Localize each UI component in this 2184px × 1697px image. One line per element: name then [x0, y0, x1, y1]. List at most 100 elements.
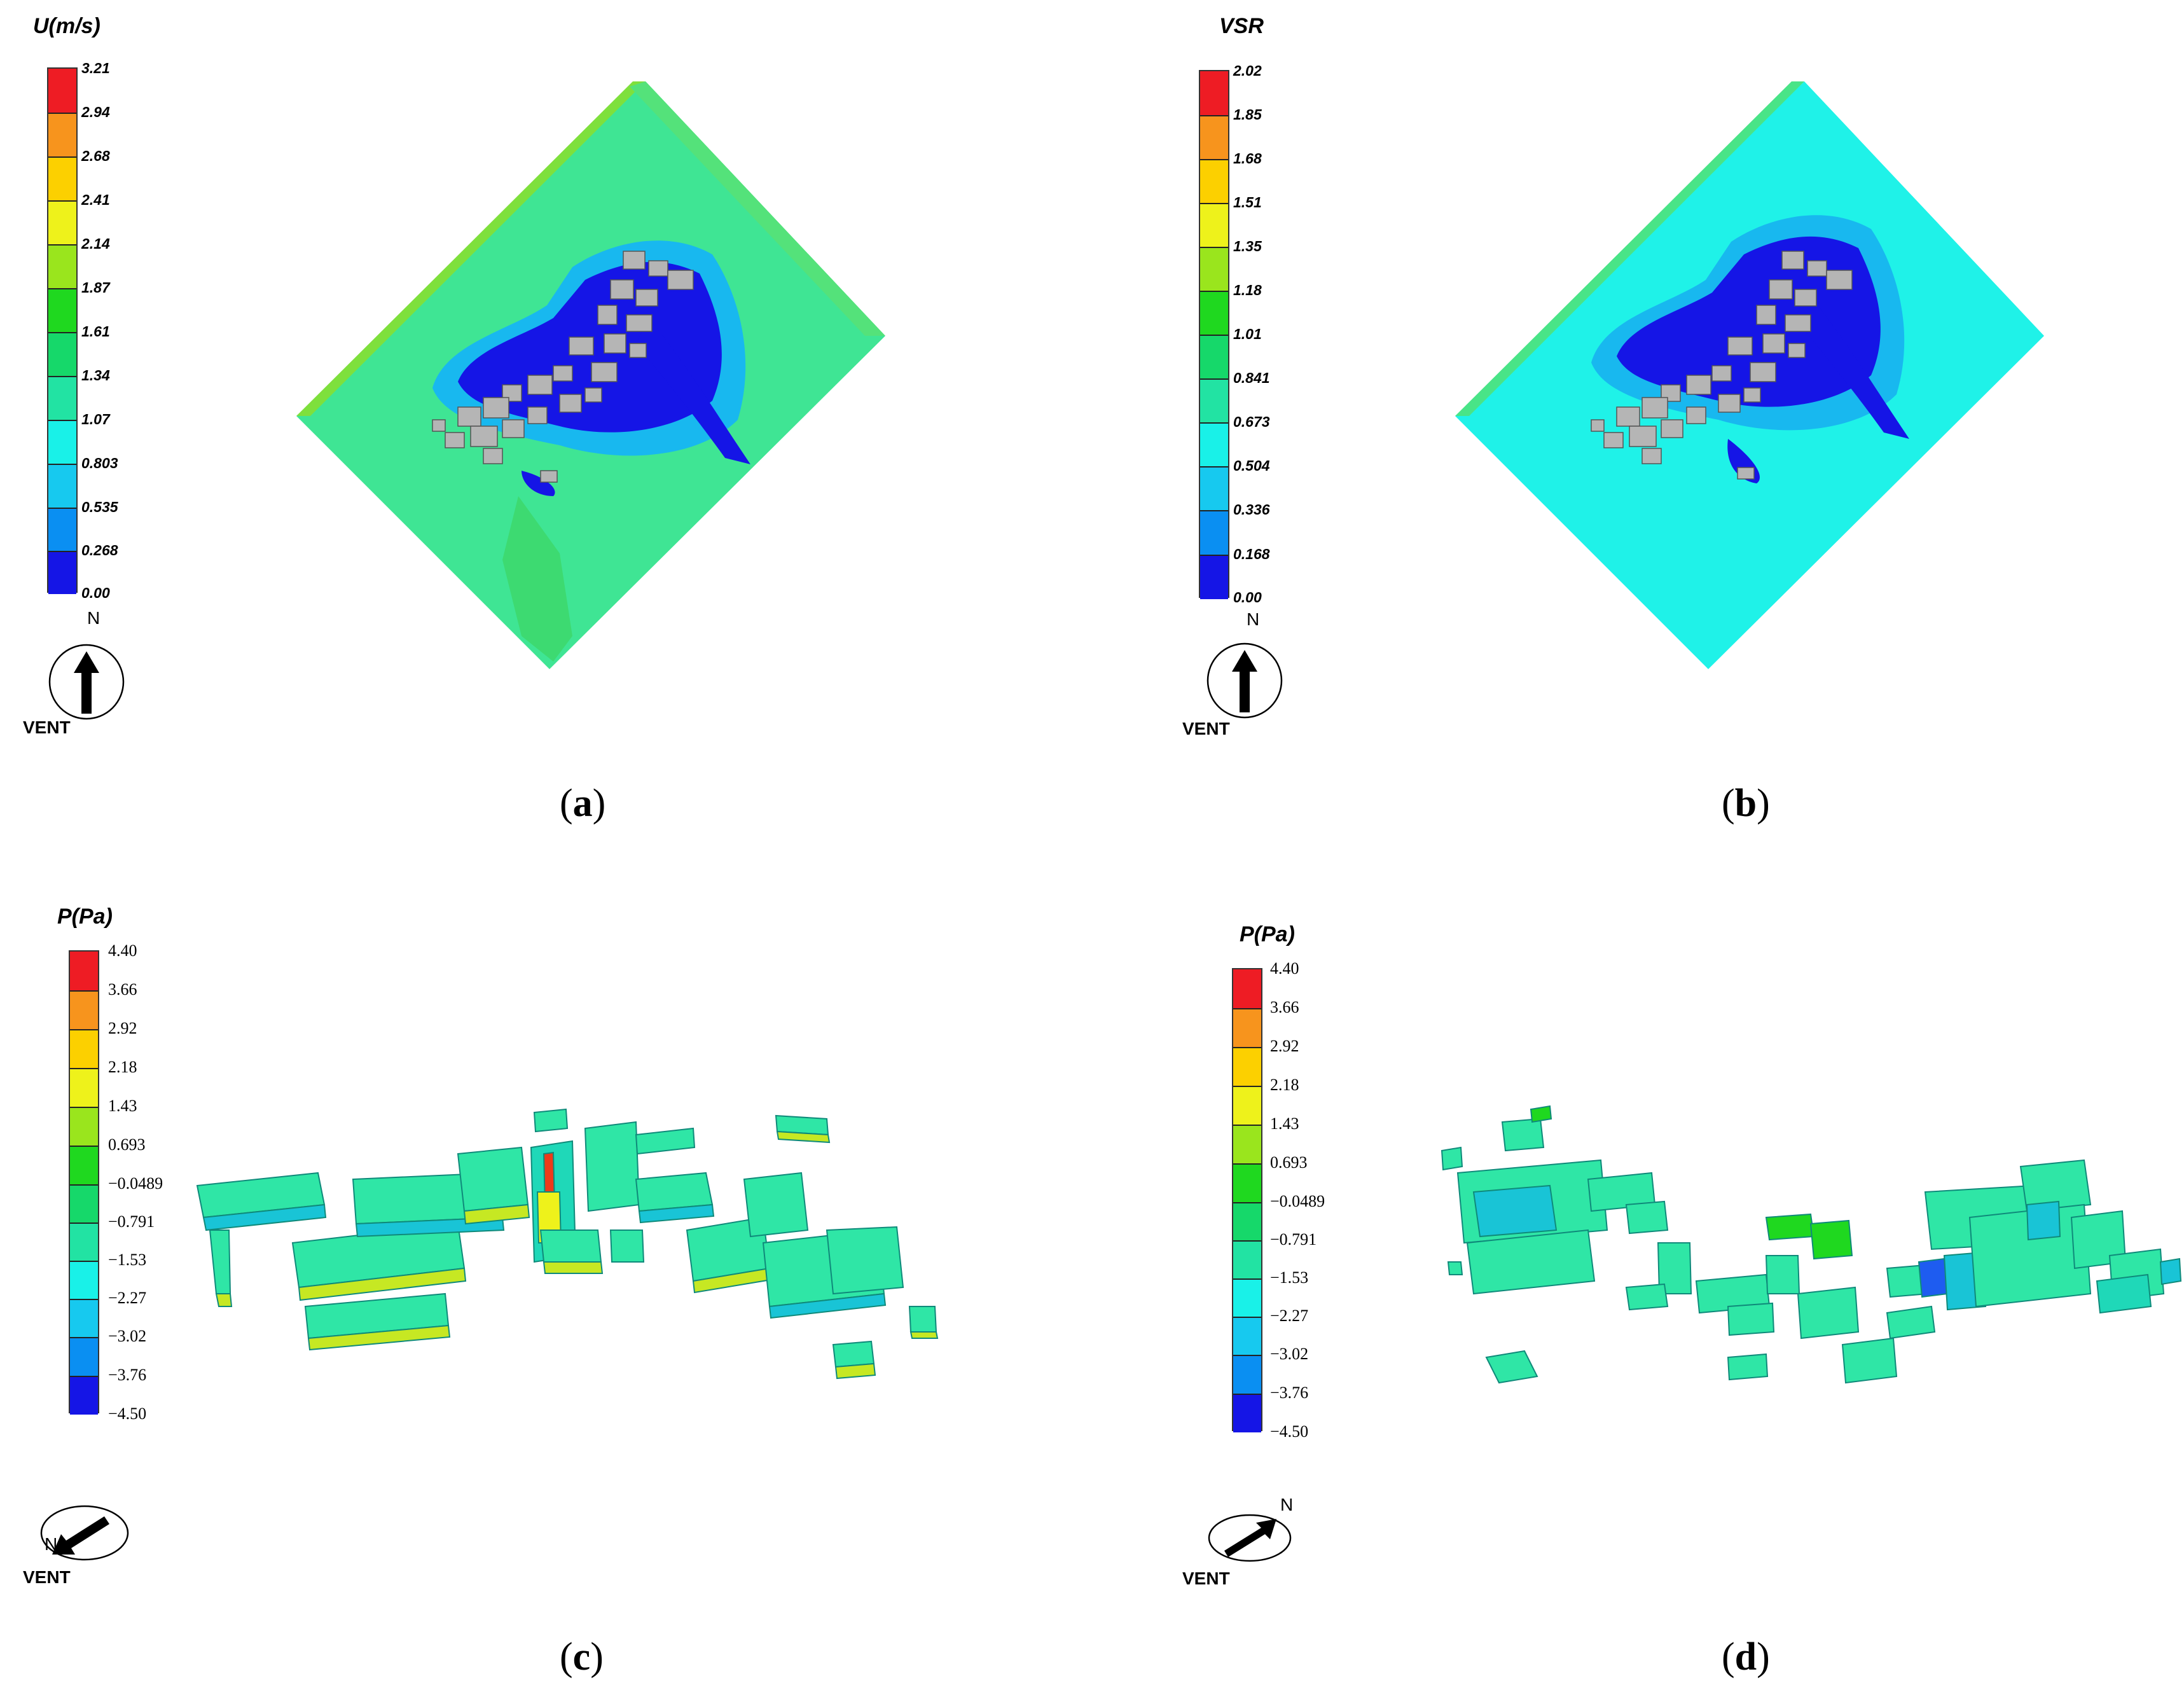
colorbar-segment: [1200, 247, 1228, 291]
colorbar-segment: [1200, 159, 1228, 203]
vent-label: VENT: [23, 1567, 71, 1587]
colorbar-tick: −3.02: [108, 1327, 147, 1345]
caption-letter: b: [1734, 782, 1757, 825]
colorbar-tick: 1.68: [1233, 150, 1262, 167]
legend-title: P(Pa): [1240, 922, 1295, 946]
colorbar-segment: [1200, 510, 1228, 555]
colorbar-segment: [1233, 969, 1261, 1008]
colorbar-segment: [1233, 1047, 1261, 1086]
colorbar-segment: [1233, 1202, 1261, 1240]
colorbar-segment: [1233, 1125, 1261, 1163]
colorbar-segment: [48, 244, 76, 288]
colorbar-segment: [1200, 378, 1228, 422]
colorbar-segment: [70, 952, 98, 990]
colorbar-tick: 0.693: [1270, 1153, 1308, 1172]
colorbar-tick: 1.43: [108, 1097, 137, 1115]
colorbar-segment: [48, 156, 76, 200]
colorbar-tick: −4.50: [108, 1404, 147, 1423]
colorbar-tick: −1.53: [1270, 1268, 1309, 1287]
colorbar-segment: [1200, 291, 1228, 335]
colorbar: [69, 950, 99, 1415]
colorbar-segment: [70, 1146, 98, 1184]
colorbar: [1232, 968, 1262, 1432]
colorbar-tick: 0.673: [1233, 413, 1270, 430]
compass-north-label: N: [1280, 1495, 1294, 1514]
colorbar-tick: 1.01: [1233, 326, 1262, 342]
colorbar-tick: 0.693: [108, 1135, 146, 1154]
colorbar-tick: 0.504: [1233, 457, 1270, 474]
colorbar-tick: 0.168: [1233, 546, 1270, 562]
colorbar-tick: −0.0489: [1270, 1192, 1325, 1210]
colorbar-segment: [70, 1337, 98, 1376]
colorbar-segment: [1200, 71, 1228, 115]
colorbar-segment: [1200, 555, 1228, 599]
colorbar-tick: 2.94: [81, 104, 110, 120]
panel-b: VSR 2.02 1.85 1.68 1.51 1.35 1.18 1.01 0…: [1092, 0, 2184, 848]
colorbar-segment: [48, 113, 76, 156]
colorbar-segment: [1233, 1317, 1261, 1355]
colorbar-segment: [48, 332, 76, 376]
colorbar-tick: 2.92: [1270, 1037, 1299, 1055]
colorbar-tick: −1.53: [108, 1250, 147, 1269]
colorbar-segment: [1200, 115, 1228, 159]
colorbar-segment: [48, 200, 76, 244]
colorbar-tick: 0.535: [81, 499, 118, 515]
colorbar-tick: 2.14: [81, 235, 110, 252]
caption-letter: d: [1734, 1635, 1757, 1679]
colorbar-tick: −3.02: [1270, 1345, 1309, 1363]
colorbar-segment: [70, 1223, 98, 1261]
colorbar-tick: −4.50: [1270, 1422, 1309, 1441]
colorbar-tick: 2.92: [108, 1019, 137, 1037]
pressure-buildings-3d-view: [196, 1108, 939, 1380]
colorbar-tick: 1.35: [1233, 238, 1262, 254]
colorbar-tick: 0.00: [81, 585, 110, 601]
caption-d: (d): [1722, 1635, 1770, 1679]
colorbar-segment: [70, 1299, 98, 1337]
colorbar-tick: 1.51: [1233, 194, 1262, 211]
colorbar-tick: 1.85: [1233, 106, 1262, 123]
colorbar-segment: [48, 69, 76, 113]
colorbar-segment: [1233, 1008, 1261, 1047]
colorbar: [1199, 70, 1229, 599]
colorbar-segment: [1233, 1240, 1261, 1278]
colorbar-tick: 1.07: [81, 411, 110, 427]
colorbar-segment: [1200, 203, 1228, 247]
colorbar-segment: [70, 1068, 98, 1107]
colorbar-tick: −3.76: [108, 1366, 147, 1384]
colorbar-tick: 0.841: [1233, 370, 1270, 386]
vent-label: VENT: [23, 717, 71, 737]
colorbar-tick: 1.61: [81, 323, 110, 340]
colorbar-segment: [48, 508, 76, 551]
legend-title: P(Pa): [57, 904, 113, 929]
colorbar-segment: [70, 1107, 98, 1146]
colorbar-segment: [70, 1184, 98, 1223]
colorbar-segment: [70, 1376, 98, 1415]
colorbar-tick: 4.40: [1270, 959, 1299, 978]
colorbar-tick: −0.0489: [108, 1174, 163, 1193]
vsr-contour-plan: [1455, 81, 2044, 669]
colorbar-segment: [1233, 1086, 1261, 1125]
compass-icon: [40, 1505, 129, 1561]
colorbar-tick: −0.791: [1270, 1230, 1317, 1249]
colorbar-tick: 4.40: [108, 941, 137, 960]
colorbar-tick: 0.803: [81, 455, 118, 471]
panel-c: P(Pa) 4.40 3.66 2.92 2.18 1.43 0.693 −0.…: [0, 848, 1092, 1697]
colorbar-segment: [48, 551, 76, 594]
colorbar-segment: [48, 464, 76, 508]
colorbar-tick: 0.268: [81, 542, 118, 558]
colorbar-segment: [70, 990, 98, 1029]
colorbar-segment: [1233, 1278, 1261, 1317]
colorbar-tick: 1.34: [81, 367, 110, 384]
compass-north-label: N: [87, 608, 100, 628]
colorbar-segment: [48, 288, 76, 332]
colorbar-tick: 2.18: [108, 1058, 137, 1076]
caption-c: (c): [560, 1635, 604, 1679]
colorbar-tick: 1.87: [81, 279, 110, 296]
compass-north-label: N: [45, 1534, 58, 1554]
pressure-buildings-3d-view: [1441, 1105, 2182, 1384]
colorbar-segment: [70, 1261, 98, 1299]
colorbar-tick: 2.02: [1233, 62, 1262, 79]
colorbar-tick: 0.336: [1233, 501, 1270, 518]
caption-a: (a): [560, 782, 606, 825]
vent-label: VENT: [1182, 1569, 1230, 1588]
